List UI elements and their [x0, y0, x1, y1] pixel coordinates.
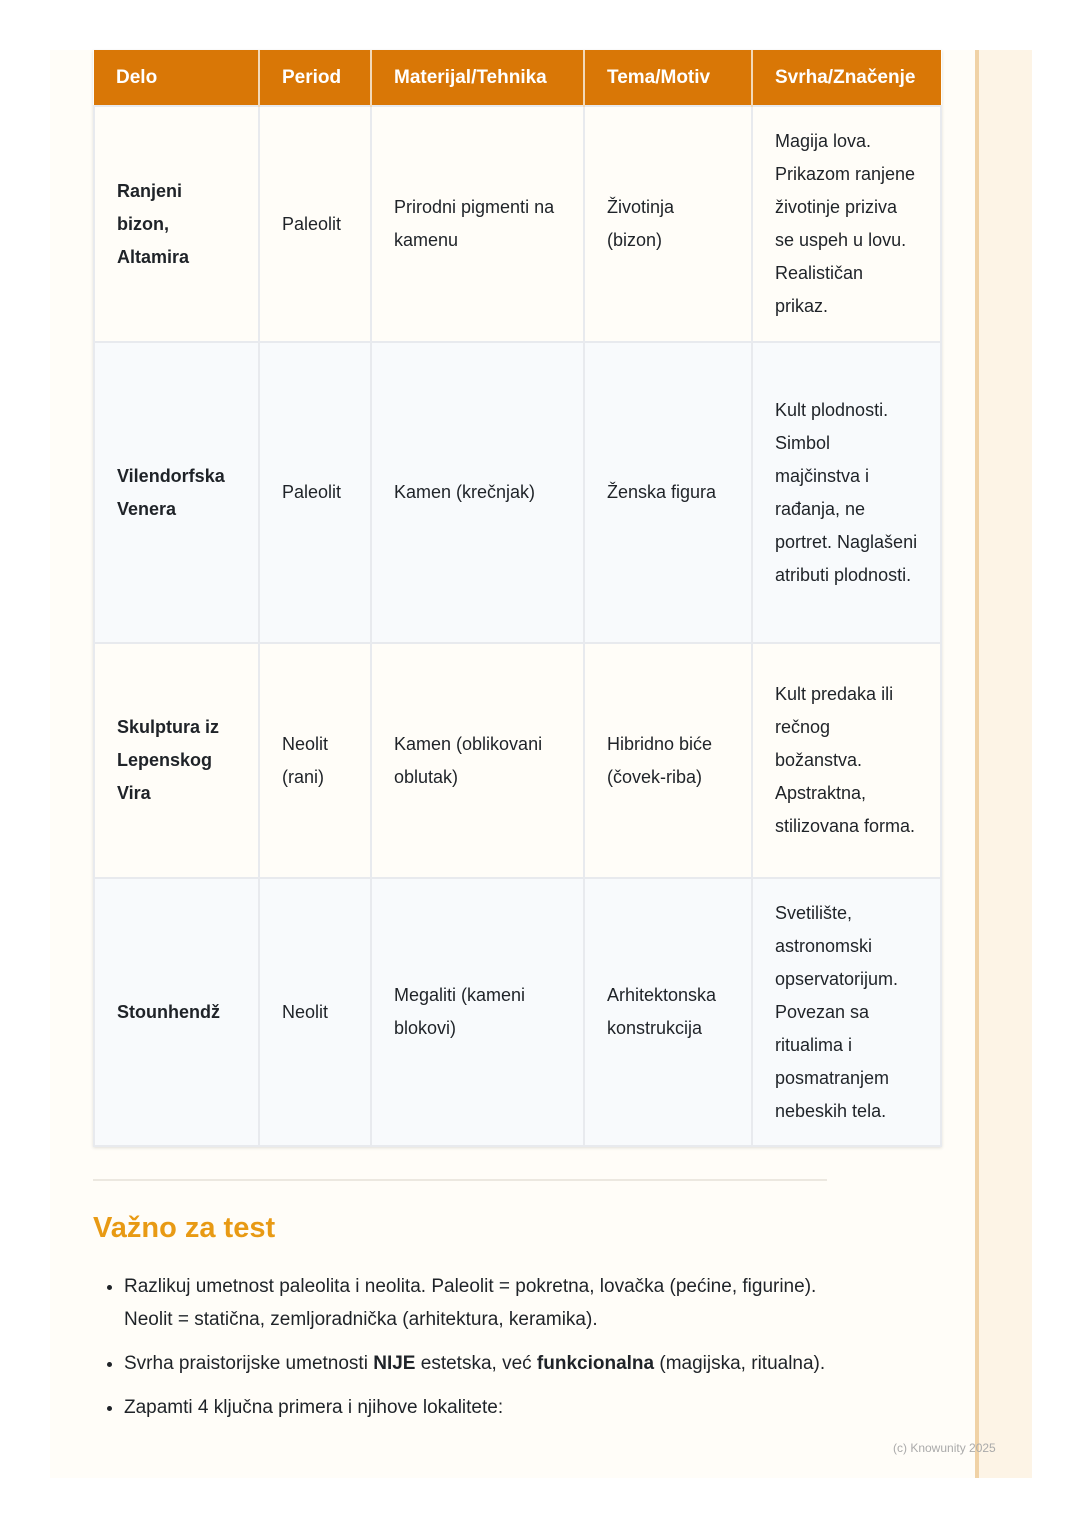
- section-heading: Važno za test: [93, 1212, 276, 1244]
- header-svrha: Svrha/Značenje: [752, 50, 941, 106]
- side-panel: [975, 50, 1032, 1478]
- cell-svrha: Kult predaka ili rečnog božanstva. Apstr…: [751, 642, 942, 879]
- emphasis: funkcionalna: [536, 1353, 655, 1374]
- text: estetska, već: [415, 1353, 537, 1374]
- header-period: Period: [259, 50, 372, 106]
- cell-material: Kamen (oblikovani oblutak): [370, 642, 585, 879]
- cell-tema: Hibridno biće (čovek-riba): [583, 642, 753, 879]
- header-tema: Tema/Motiv: [584, 50, 753, 106]
- list-item: Zapamti 4 ključna primera i njihove loka…: [124, 1391, 854, 1424]
- cell-tema: Životinja (bizon): [583, 105, 753, 343]
- cell-material: Megaliti (kameni blokovi): [370, 877, 585, 1147]
- table-row: Skulptura iz Lepenskog Vira Neolit (rani…: [93, 642, 942, 879]
- table-row: Ranjeni bizon, Altamira Paleolit Prirodn…: [93, 105, 942, 343]
- list-item: Svrha praistorijske umetnosti NIJE estet…: [124, 1347, 854, 1380]
- emphasis: NIJE: [373, 1353, 416, 1374]
- cell-period: Neolit: [258, 877, 372, 1147]
- cell-material: Kamen (krečnjak): [370, 341, 585, 644]
- cell-svrha: Kult plodnosti. Simbol majčinstva i rađa…: [751, 341, 942, 644]
- text: (magijska, ritualna).: [654, 1353, 826, 1374]
- header-delo: Delo: [94, 50, 260, 106]
- test-tips-list: Razlikuj umetnost paleolita i neolita. P…: [93, 1270, 854, 1435]
- copyright: (c) Knowunity 2025: [893, 1441, 996, 1455]
- cell-period: Paleolit: [258, 341, 372, 644]
- cell-delo: Stounhendž: [93, 877, 260, 1147]
- cell-period: Neolit (rani): [258, 642, 372, 879]
- cell-tema: Arhitektonska konstrukcija: [583, 877, 753, 1147]
- header-material: Materijal/Tehnika: [371, 50, 585, 106]
- cell-delo: Ranjeni bizon, Altamira: [93, 105, 260, 343]
- table-header-row: Delo Period Materijal/Tehnika Tema/Motiv…: [94, 50, 941, 106]
- cell-svrha: Magija lova. Prikazom ranjene životinje …: [751, 105, 942, 343]
- cell-delo: Vilendorfska Venera: [93, 341, 260, 644]
- cell-period: Paleolit: [258, 105, 372, 343]
- cell-tema: Ženska figura: [583, 341, 753, 644]
- cell-material: Prirodni pigmenti na kamenu: [370, 105, 585, 343]
- list-item: Razlikuj umetnost paleolita i neolita. P…: [124, 1270, 854, 1336]
- table-row: Vilendorfska Venera Paleolit Kamen (kreč…: [93, 341, 942, 644]
- text: Svrha praistorijske umetnosti: [124, 1353, 374, 1374]
- art-table: Delo Period Materijal/Tehnika Tema/Motiv…: [93, 50, 942, 1147]
- cell-delo: Skulptura iz Lepenskog Vira: [93, 642, 260, 879]
- cell-svrha: Svetilište, astronomski opservatorijum. …: [751, 877, 942, 1147]
- table-row: Stounhendž Neolit Megaliti (kameni bloko…: [93, 877, 942, 1147]
- divider: [93, 1179, 827, 1181]
